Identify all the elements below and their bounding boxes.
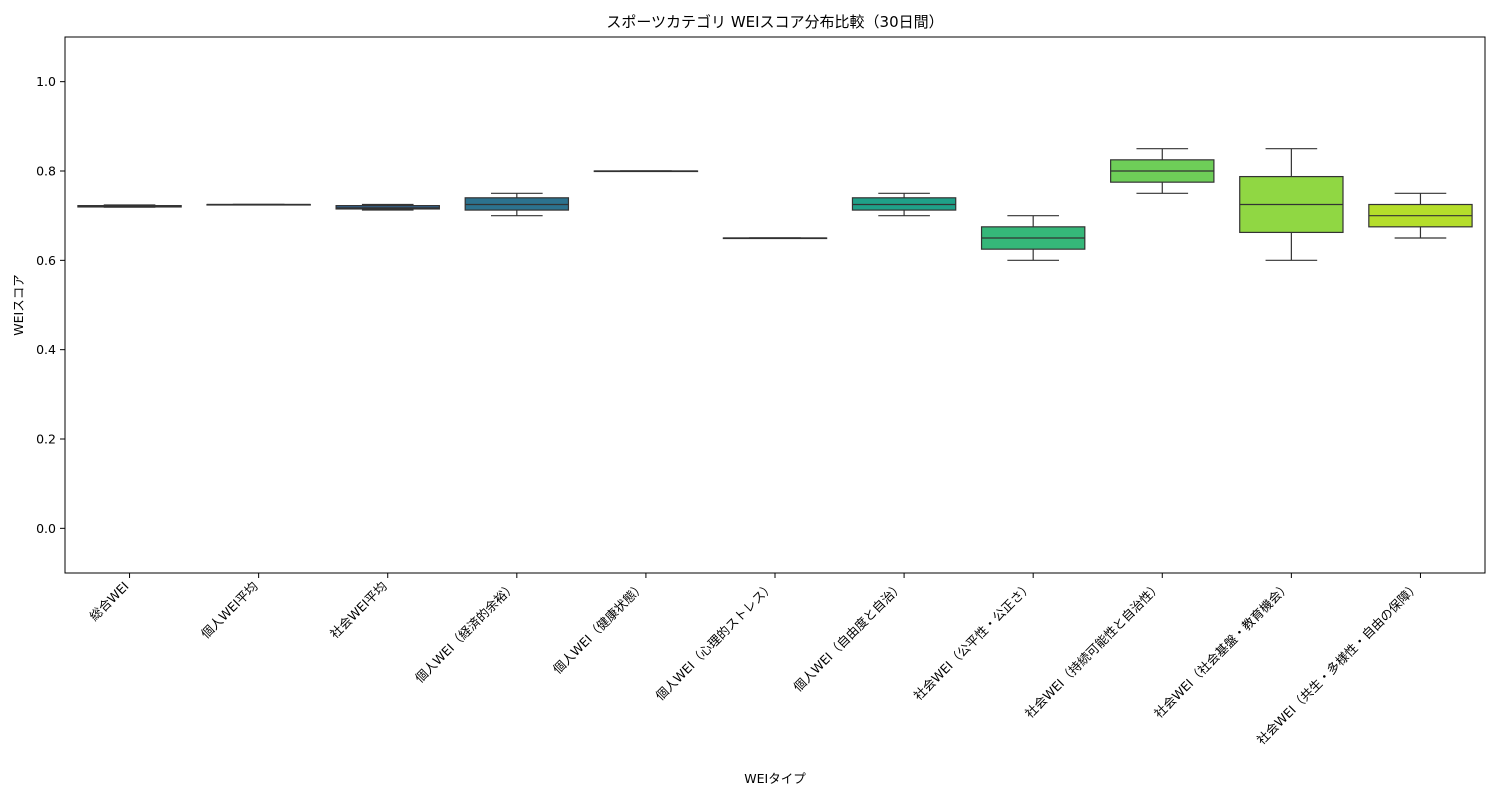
x-tick-label: 社会WEI（公平性・公正さ） — [911, 579, 1036, 704]
x-tick-label: 個人WEI（自由度と自治） — [790, 579, 906, 695]
plot-frame — [64, 36, 1486, 574]
x-tick-label: 個人WEI（健康状態） — [550, 579, 648, 677]
y-tick-label: 1.0 — [36, 74, 56, 89]
x-tick-label: 社会WEI平均 — [327, 579, 390, 642]
x-tick-label: 個人WEI（心理的ストレス） — [652, 579, 777, 704]
x-tick-label: 社会WEI（共生・多様性・自由の保障） — [1254, 579, 1423, 748]
x-axis-label: WEIタイプ — [744, 771, 806, 786]
x-tick-label: 社会WEI（社会基盤・教育機会） — [1151, 579, 1293, 721]
x-tick-label: 総合WEI — [86, 579, 131, 624]
x-tick-label: 個人WEI平均 — [198, 579, 261, 642]
y-tick-label: 0.0 — [36, 521, 56, 536]
y-tick-label: 0.4 — [36, 342, 56, 357]
y-tick-label: 0.6 — [36, 253, 56, 268]
y-tick-label: 0.2 — [36, 432, 56, 447]
x-tick-label: 社会WEI（持続可能性と自治性） — [1022, 579, 1164, 721]
x-tick-label: 個人WEI（経済的余裕） — [412, 579, 519, 686]
y-tick-label: 0.8 — [36, 164, 56, 179]
y-axis-label: WEIスコア — [11, 274, 26, 335]
chart-title: スポーツカテゴリ WEIスコア分布比較（30日間） — [606, 13, 943, 31]
